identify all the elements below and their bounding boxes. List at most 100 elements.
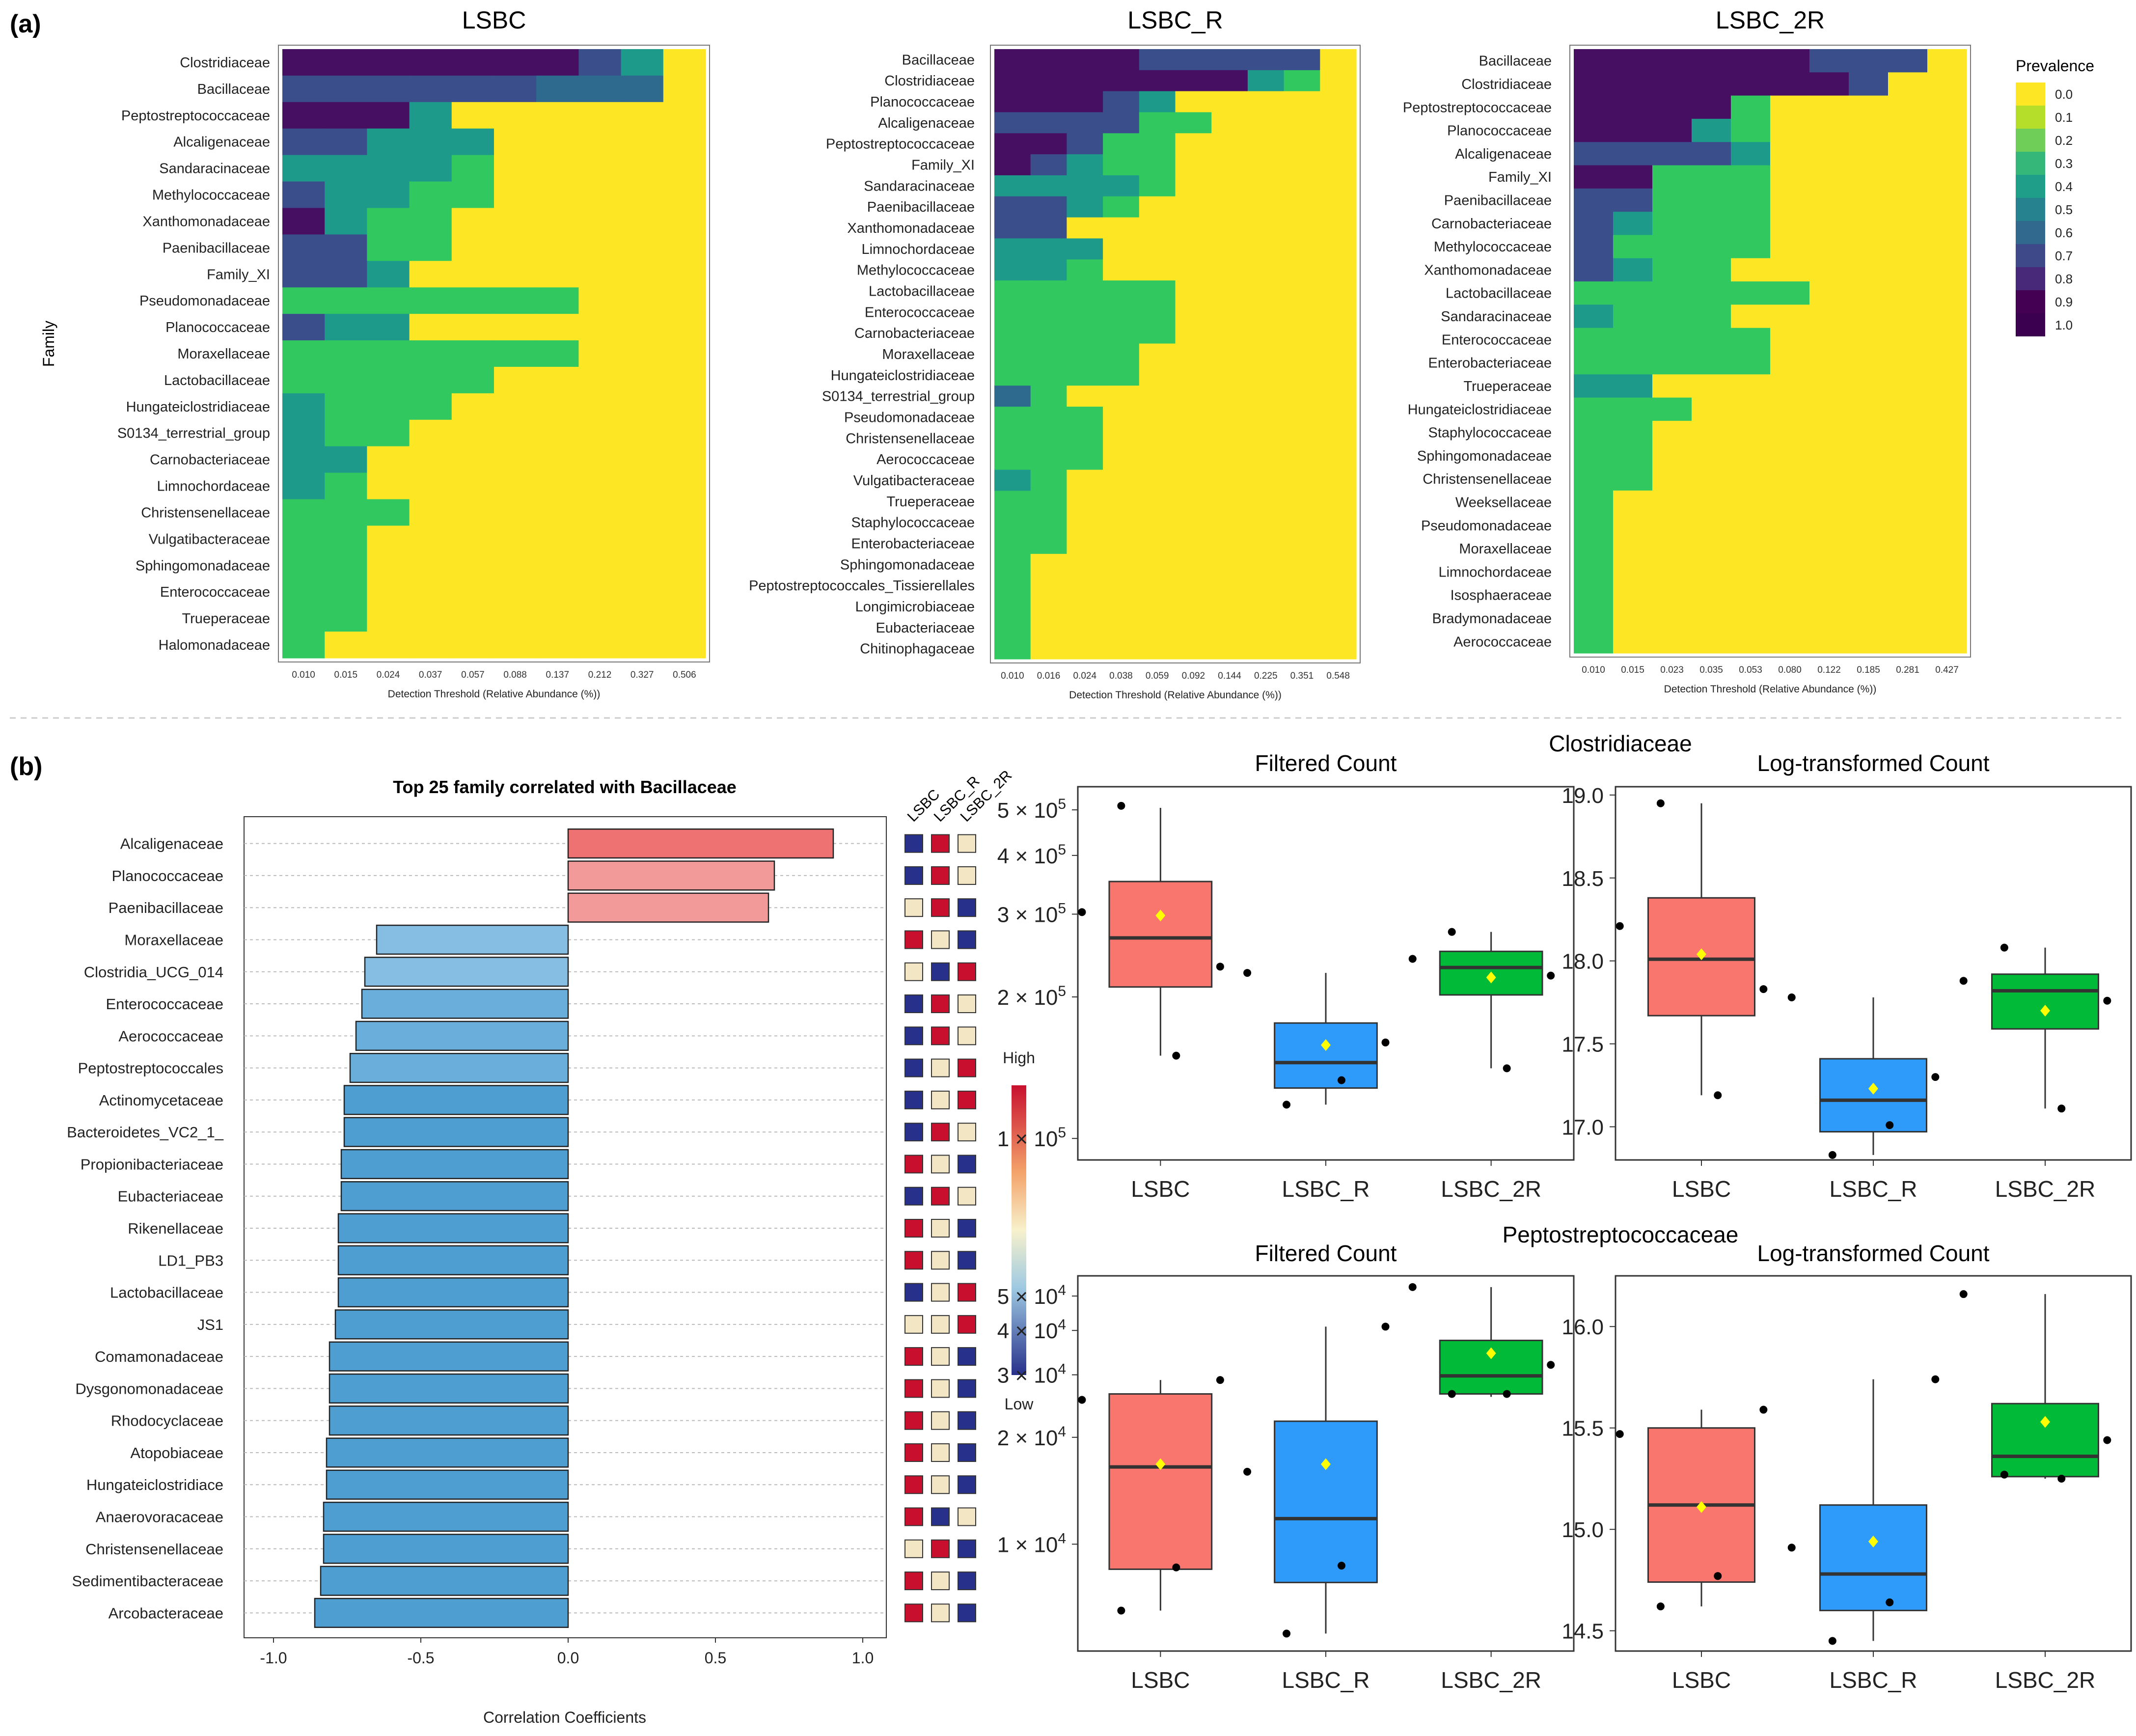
family-label: Clostridiaceae xyxy=(180,55,270,71)
heatmap-cell xyxy=(1320,469,1357,491)
heatmap-cell xyxy=(1320,448,1357,470)
heatmap-cell xyxy=(1809,118,1849,142)
heatmap-cell xyxy=(994,491,1031,512)
heatmap-cell xyxy=(1731,630,1771,654)
heatmap-cell xyxy=(1731,281,1771,305)
heatmap-cell xyxy=(1731,188,1771,212)
heatmap-cell xyxy=(1103,512,1140,533)
heatmap-cell xyxy=(1809,583,1849,607)
threshold-tick: 0.010 xyxy=(1001,671,1024,681)
group-level-square xyxy=(904,962,923,981)
heatmap-cell xyxy=(994,617,1031,638)
correlation-family-label: Christensenellaceae xyxy=(85,1541,223,1558)
boxplot-point xyxy=(1283,1101,1291,1109)
heatmap-cell xyxy=(536,261,579,288)
heatmap-cell xyxy=(1731,490,1771,514)
heatmap-cell xyxy=(536,632,579,659)
heatmap-cell xyxy=(578,287,622,314)
boxplot-point xyxy=(1714,1572,1722,1580)
boxplot-y-tick: 15.0 xyxy=(1561,1518,1604,1542)
correlation-bar xyxy=(326,1437,569,1468)
heatmap-cell xyxy=(282,314,325,341)
heatmap-cell xyxy=(409,102,452,129)
heatmap-cell xyxy=(1175,512,1212,533)
heatmap-cell xyxy=(451,632,494,659)
group-level-square xyxy=(931,1539,950,1558)
boxplot-box xyxy=(1108,1393,1213,1570)
heatmap-cell xyxy=(282,181,325,209)
heatmap-cell xyxy=(1574,583,1614,607)
heatmap-cell xyxy=(494,632,537,659)
heatmap-cell xyxy=(451,525,494,552)
boxplot-point xyxy=(1216,963,1224,971)
heatmap-cell xyxy=(663,499,706,526)
heatmap-cell xyxy=(1849,374,1889,398)
heatmap-cell xyxy=(536,472,579,500)
heatmap-cell xyxy=(451,472,494,500)
heatmap-cell xyxy=(1211,49,1248,71)
family-label: Paenibacillaceae xyxy=(867,199,975,215)
heatmap-cell xyxy=(1103,301,1140,323)
heatmap-cell xyxy=(994,217,1031,239)
heatmap-cell xyxy=(1613,165,1653,189)
legend-swatch xyxy=(2016,244,2045,267)
heatmap-cell xyxy=(621,128,664,156)
boxplot-group-label: LSBC_R xyxy=(1830,1667,1917,1693)
heatmap-cell xyxy=(494,366,537,394)
boxplot-mean-marker xyxy=(1486,1347,1496,1359)
boxplot-y-tick: 19.0 xyxy=(1561,784,1604,808)
heatmap-cell xyxy=(1067,638,1103,660)
heatmap-cell xyxy=(1139,280,1176,302)
heatmap-cell xyxy=(325,49,367,76)
group-level-square xyxy=(931,898,950,917)
correlation-bar xyxy=(323,1501,569,1532)
boxplot-mean-marker xyxy=(1321,1458,1331,1470)
boxplot-point xyxy=(1959,1290,1968,1298)
heatmap-cell xyxy=(1849,304,1889,329)
heatmap-cell xyxy=(663,75,706,103)
heatmap-cell xyxy=(409,314,452,341)
family-label: Bacillaceae xyxy=(197,82,270,97)
heatmap-cell xyxy=(1613,583,1653,607)
heatmap-cell xyxy=(1211,259,1248,281)
heatmap-cell xyxy=(578,499,622,526)
heatmap-cell xyxy=(1139,638,1176,660)
boxplot-point xyxy=(2000,943,2008,952)
boxplot-panel-title: Log-transformed Count xyxy=(1757,750,1989,776)
heatmap-cell xyxy=(1320,133,1357,155)
heatmap-cell xyxy=(1284,427,1320,449)
heatmap-cell xyxy=(621,446,664,473)
heatmap-cell xyxy=(1770,420,1810,444)
heatmap-cell xyxy=(1692,351,1731,375)
heatmap-cell xyxy=(409,605,452,632)
heatmap-cell xyxy=(1030,343,1067,365)
heatmap-cell xyxy=(621,499,664,526)
heatmap-cell xyxy=(451,181,494,209)
heatmap-cell xyxy=(1849,514,1889,538)
boxplot-y-tick: 5 × 105 xyxy=(997,796,1066,823)
heatmap-cell xyxy=(1927,467,1967,491)
correlation-family-label: Clostridia_UCG_014 xyxy=(84,964,223,981)
heatmap-cell xyxy=(621,314,664,341)
threshold-tick: 0.548 xyxy=(1326,671,1350,681)
family-label: Pseudomonadaceae xyxy=(139,293,270,309)
heatmap-cell xyxy=(451,261,494,288)
boxplot-mean-marker xyxy=(1155,909,1166,922)
heatmap-cell xyxy=(451,579,494,606)
heatmap-cell xyxy=(1849,444,1889,468)
heatmap-cell xyxy=(1211,175,1248,197)
group-level-square xyxy=(904,1219,923,1238)
heatmap-cell xyxy=(1809,351,1849,375)
heatmap-cell xyxy=(1927,328,1967,352)
legend-label: 0.9 xyxy=(2055,295,2073,309)
heatmap-cell xyxy=(1247,427,1285,449)
heatmap-cell xyxy=(994,469,1031,491)
family-label: Carnobacteriaceae xyxy=(854,326,975,341)
heatmap-cell xyxy=(1613,95,1653,119)
boxplot-group-label: LSBC xyxy=(1672,1667,1731,1693)
boxplot-point xyxy=(1959,977,1968,985)
heatmap-cell xyxy=(578,234,622,261)
boxplot-point xyxy=(1787,993,1796,1001)
heatmap-cell xyxy=(1888,95,1928,119)
legend-swatch xyxy=(2016,175,2045,198)
